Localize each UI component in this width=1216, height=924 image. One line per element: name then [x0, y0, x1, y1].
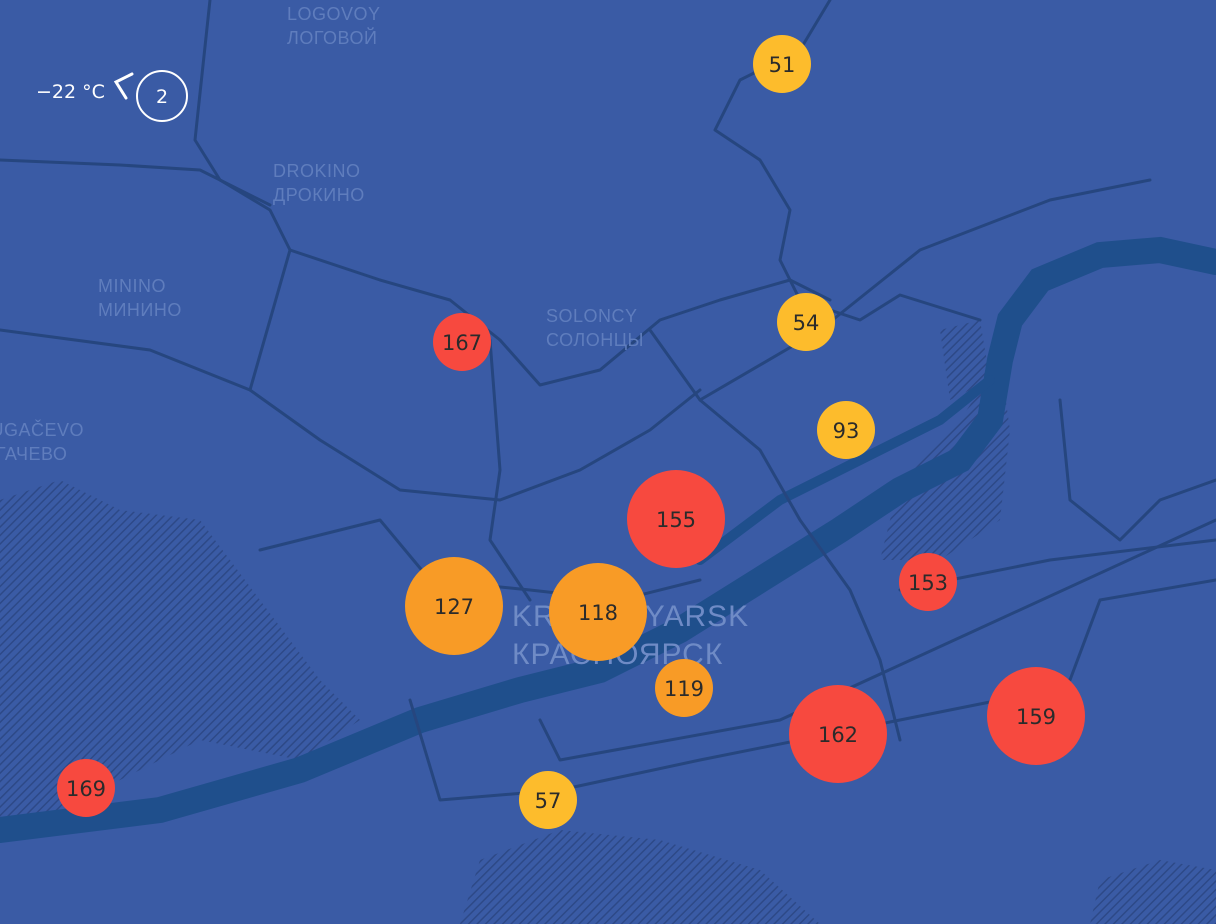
marker-value: 167	[442, 331, 482, 355]
markers: 51 54 93 167 155 127 118 119 153 162 159 169 57	[57, 35, 1085, 829]
marker-value: 51	[769, 53, 796, 77]
marker-circle	[519, 771, 577, 829]
place-label: МИНИНО	[98, 300, 182, 320]
aqi-marker[interactable]: 118	[549, 563, 647, 661]
place-label: SOLONCY	[546, 306, 638, 326]
wind-arrow	[113, 72, 134, 100]
aqi-marker[interactable]: 51	[753, 35, 811, 93]
marker-value: 169	[66, 777, 106, 801]
marker-circle	[405, 557, 503, 655]
marker-value: 119	[664, 677, 704, 701]
place-label: ЛОГОВОЙ	[287, 27, 377, 48]
place-label: ДРОКИНО	[273, 185, 365, 205]
marker-circle	[789, 685, 887, 783]
marker-circle	[655, 659, 713, 717]
marker-value: 153	[908, 571, 948, 595]
aqi-marker[interactable]: 155	[627, 470, 725, 568]
marker-circle	[817, 401, 875, 459]
marker-circle	[433, 313, 491, 371]
place-label: DROKINO	[273, 161, 361, 181]
aqi-marker[interactable]: 93	[817, 401, 875, 459]
marker-value: 54	[793, 311, 820, 335]
place-label: BUGAČEVO	[0, 419, 84, 440]
aqi-marker[interactable]: 167	[433, 313, 491, 371]
terrain	[0, 320, 1216, 924]
temperature: −22 °C	[36, 81, 105, 103]
marker-circle	[57, 759, 115, 817]
aqi-marker[interactable]: 54	[777, 293, 835, 351]
marker-circle	[777, 293, 835, 351]
marker-circle	[987, 667, 1085, 765]
weather: −22 °C 2	[36, 70, 188, 122]
aqi-marker[interactable]: 162	[789, 685, 887, 783]
marker-value: 127	[434, 595, 474, 619]
aqi-marker[interactable]: 169	[57, 759, 115, 817]
place-label: MININO	[98, 276, 166, 296]
marker-value: 155	[656, 508, 696, 532]
marker-value: 118	[578, 601, 618, 625]
wind-circle	[136, 70, 188, 122]
river	[0, 236, 1216, 843]
wind-speed: 2	[156, 86, 168, 108]
marker-value: 162	[818, 723, 858, 747]
aqi-marker[interactable]: 153	[899, 553, 957, 611]
place-label: LOGOVOY	[287, 4, 381, 24]
aqi-marker[interactable]: 119	[655, 659, 713, 717]
marker-value: 57	[535, 789, 562, 813]
aqi-marker[interactable]: 57	[519, 771, 577, 829]
marker-value: 159	[1016, 705, 1056, 729]
marker-value: 93	[833, 419, 860, 443]
marker-circle	[549, 563, 647, 661]
marker-circle	[753, 35, 811, 93]
aqi-marker[interactable]: 127	[405, 557, 503, 655]
aqi-marker[interactable]: 159	[987, 667, 1085, 765]
marker-circle	[627, 470, 725, 568]
marker-circle	[899, 553, 957, 611]
place-label: БУГАЧЕВО	[0, 444, 67, 464]
place-label: СОЛОНЦЫ	[546, 330, 644, 350]
